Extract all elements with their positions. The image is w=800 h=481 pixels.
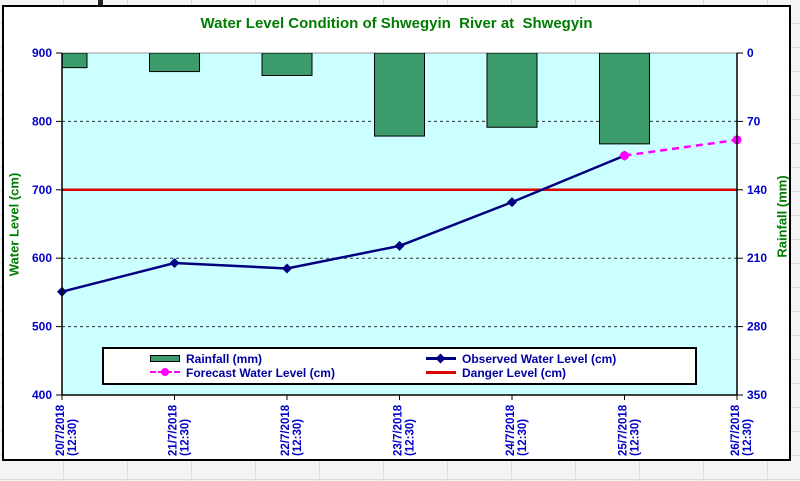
rainfall-swatch-icon [150, 355, 180, 362]
svg-text:500: 500 [32, 320, 52, 334]
legend-label-forecast: Forecast Water Level (cm) [186, 365, 335, 380]
left-axis-tick-labels: 400 500 600 700 800 900 [32, 46, 52, 402]
svg-text:800: 800 [32, 114, 52, 128]
forecast-circle-icon [161, 368, 169, 376]
chart-legend: Rainfall (mm) Observed Water Level (cm) … [102, 347, 697, 385]
chart-anchor-mark [98, 0, 103, 7]
observed-water-level-line [61, 154, 625, 293]
observed-line-sample-icon [426, 353, 456, 364]
svg-text:0: 0 [747, 46, 754, 60]
axis-ticks [56, 52, 743, 400]
chart-title: Water Level Condition of Shwegyin River … [200, 15, 593, 32]
svg-text:(12:30): (12:30) [180, 419, 192, 456]
legend-item-observed: Observed Water Level (cm) [426, 351, 617, 366]
danger-line-sample-icon [426, 368, 456, 377]
forecast-line-sample-icon [150, 368, 180, 377]
legend-item-danger: Danger Level (cm) [426, 365, 567, 380]
svg-text:23/7/2018: 23/7/2018 [393, 404, 405, 456]
svg-text:20/7/2018: 20/7/2018 [55, 404, 67, 456]
rainfall-bars [62, 53, 650, 145]
svg-text:280: 280 [747, 320, 767, 334]
svg-text:350: 350 [747, 388, 767, 402]
svg-text:900: 900 [32, 46, 52, 60]
svg-text:(12:30): (12:30) [742, 419, 754, 456]
legend-label-observed: Observed Water Level (cm) [462, 351, 617, 366]
legend-item-forecast: Forecast Water Level (cm) [150, 365, 335, 380]
svg-text:22/7/2018: 22/7/2018 [280, 404, 292, 456]
svg-text:26/7/2018: 26/7/2018 [730, 404, 742, 456]
svg-text:(12:30): (12:30) [517, 419, 529, 456]
x-axis-tick-labels: 20/7/2018 (12:30) 21/7/2018 (12:30) 22/7/201… [55, 404, 754, 456]
svg-text:400: 400 [32, 388, 52, 402]
svg-text:(12:30): (12:30) [67, 419, 79, 456]
svg-text:24/7/2018: 24/7/2018 [505, 404, 517, 456]
svg-text:140: 140 [747, 183, 767, 197]
right-axis-title: Rainfall (mm) [774, 175, 790, 258]
svg-text:700: 700 [32, 183, 52, 197]
observed-diamond-icon [435, 353, 446, 364]
svg-text:70: 70 [747, 114, 761, 128]
svg-text:210: 210 [747, 251, 767, 265]
left-axis-title: Water Level (cm) [6, 172, 22, 277]
svg-text:21/7/2018: 21/7/2018 [168, 404, 180, 456]
right-axis-tick-labels: 0 70 140 210 280 350 [747, 46, 767, 402]
legend-label-danger: Danger Level (cm) [462, 365, 567, 380]
forecast-water-level-line [624, 138, 738, 157]
danger-line-icon [426, 371, 456, 374]
svg-text:25/7/2018: 25/7/2018 [618, 404, 630, 456]
legend-label-rainfall: Rainfall (mm) [186, 351, 263, 366]
svg-text:(12:30): (12:30) [292, 419, 304, 456]
legend-item-rainfall: Rainfall (mm) [150, 351, 263, 366]
svg-text:(12:30): (12:30) [405, 419, 417, 456]
svg-text:(12:30): (12:30) [630, 419, 642, 456]
svg-text:600: 600 [32, 251, 52, 265]
